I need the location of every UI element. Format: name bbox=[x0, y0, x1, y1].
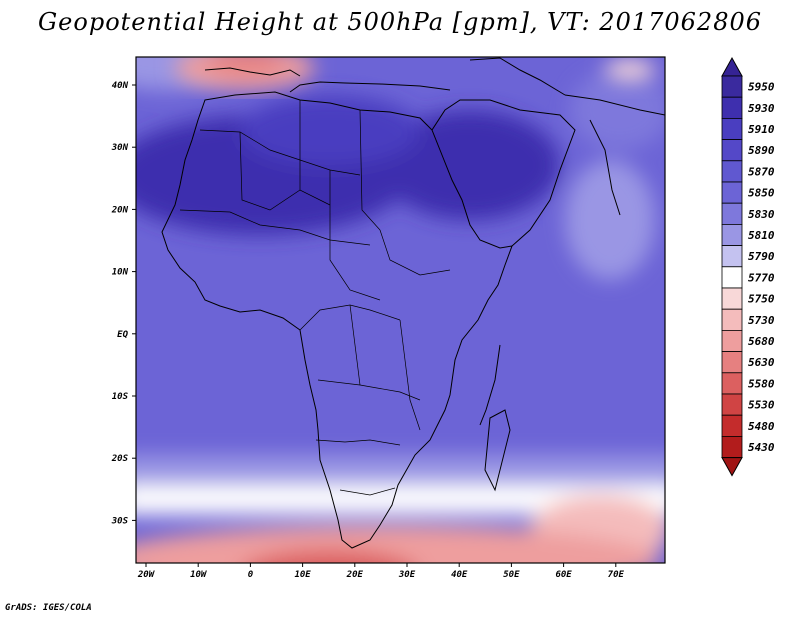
map-title: Geopotential Height at 500hPa [gpm], VT:… bbox=[38, 8, 762, 36]
colorbar-label: 5870 bbox=[748, 165, 775, 178]
colorbar-bottom-arrow bbox=[721, 457, 743, 477]
lon-tick-label: 10W bbox=[190, 570, 208, 580]
colorbar-label: 5630 bbox=[748, 356, 775, 369]
credit-label: GrADS: IGES/COLA bbox=[5, 603, 92, 613]
lon-tick-label: 50E bbox=[503, 570, 520, 580]
lon-tick-label: 20W bbox=[137, 570, 156, 580]
geopotential-field bbox=[136, 57, 665, 563]
colorbar-label: 5530 bbox=[748, 399, 775, 412]
lon-tick-label: 10E bbox=[294, 570, 311, 580]
lat-tick-label: 30N bbox=[111, 143, 129, 153]
lon-tick-label: 30E bbox=[398, 570, 416, 580]
colorbar-label: 5680 bbox=[748, 335, 775, 348]
colorbar-label: 5480 bbox=[748, 420, 775, 433]
lon-tick-label: 20E bbox=[346, 570, 364, 580]
colorbar-swatch bbox=[721, 139, 743, 162]
lat-tick-label: 20S bbox=[111, 454, 129, 464]
colorbar-label: 5750 bbox=[748, 293, 775, 306]
colorbar-swatch bbox=[721, 118, 743, 141]
lon-tick-label: 60E bbox=[555, 570, 572, 580]
colorbar-label: 5790 bbox=[748, 250, 775, 263]
lon-tick-label: 0 bbox=[248, 570, 254, 580]
colorbar-swatch bbox=[721, 351, 743, 374]
lat-tick-label: 30S bbox=[111, 516, 129, 526]
colorbar-label: 5810 bbox=[748, 229, 775, 242]
colorbar-label: 5950 bbox=[748, 81, 775, 94]
longitude-axis: 20W 10W 0 10E 20E 30E 40E 50E 60E 70E bbox=[137, 563, 625, 580]
lat-tick-label: 40N bbox=[112, 81, 129, 91]
colorbar-swatch bbox=[721, 96, 743, 119]
colorbar-swatch bbox=[721, 202, 743, 225]
colorbar-swatch bbox=[721, 414, 743, 437]
colorbar-label: 5850 bbox=[748, 187, 775, 200]
colorbar-label: 5890 bbox=[748, 144, 775, 157]
colorbar-swatch bbox=[721, 329, 743, 352]
colorbar-label: 5910 bbox=[748, 123, 775, 136]
colorbar-label: 5770 bbox=[748, 271, 775, 284]
lat-tick-label: 10N bbox=[112, 268, 129, 278]
colorbar-swatch bbox=[721, 160, 743, 183]
lat-tick-label: EQ bbox=[117, 330, 128, 340]
lon-tick-label: 70E bbox=[608, 570, 625, 580]
colorbar-label: 5580 bbox=[748, 377, 775, 390]
coastlines bbox=[161, 57, 665, 549]
colorbar-top-arrow bbox=[721, 56, 743, 77]
colorbar-swatch bbox=[721, 245, 743, 268]
colorbar-swatch bbox=[721, 435, 743, 458]
country-borders bbox=[179, 100, 451, 496]
plot-frame bbox=[135, 56, 666, 564]
colorbar-label: 5430 bbox=[748, 441, 775, 454]
colorbar-swatch bbox=[721, 266, 743, 289]
colorbar-label: 5830 bbox=[748, 208, 775, 221]
colorbar-swatch bbox=[721, 75, 743, 98]
lon-tick-label: 40E bbox=[451, 570, 468, 580]
colorbar: 5950 5930 5910 5890 5870 5850 5830 5810 5790 5770… bbox=[721, 56, 775, 477]
colorbar-swatch bbox=[721, 181, 743, 204]
colorbar-swatch bbox=[721, 223, 743, 246]
colorbar-swatch bbox=[721, 287, 743, 310]
lat-tick-label: 20N bbox=[111, 205, 129, 215]
colorbar-swatch bbox=[721, 372, 743, 395]
colorbar-label: 5730 bbox=[748, 314, 775, 327]
latitude-axis: 40N 30N 20N 10N EQ 10S 20S 30S bbox=[111, 81, 136, 526]
lat-tick-label: 10S bbox=[112, 392, 129, 402]
colorbar-swatch bbox=[721, 308, 743, 331]
colorbar-label: 5930 bbox=[748, 102, 775, 115]
colorbar-swatch bbox=[721, 393, 743, 416]
